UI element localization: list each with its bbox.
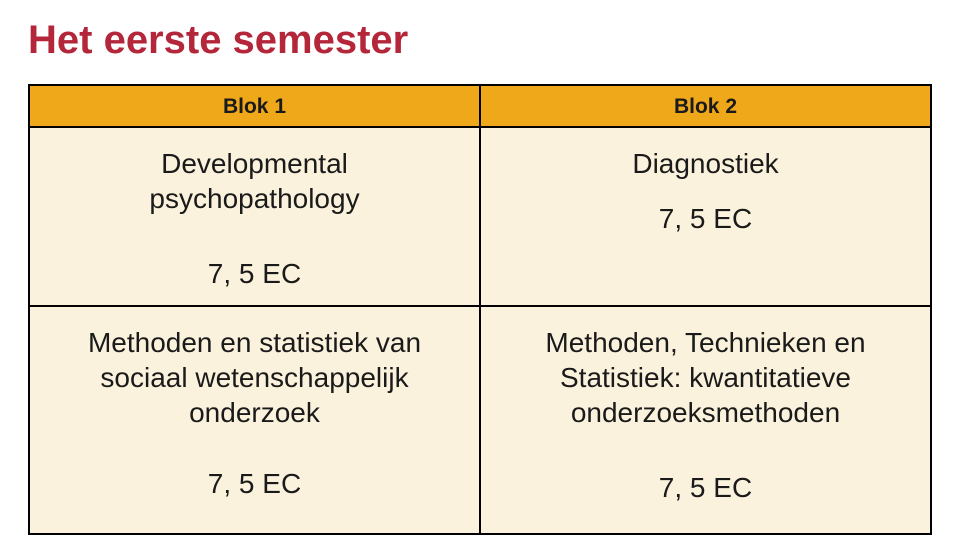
course-name: Diagnostiek xyxy=(632,146,778,181)
semester-table: Blok 1 Blok 2 Developmental psychopathol… xyxy=(28,84,932,535)
slide: Het eerste semester Blok 1 Blok 2 Develo… xyxy=(0,0,960,540)
cell-blok1-course2: Methoden en statistiek van sociaal weten… xyxy=(29,306,480,534)
column-header-blok1: Blok 1 xyxy=(29,85,480,127)
course-ec: 7, 5 EC xyxy=(208,256,301,291)
table-row: Methoden en statistiek van sociaal weten… xyxy=(29,306,931,534)
cell-blok2-course2: Methoden, Technieken en Statistiek: kwan… xyxy=(480,306,931,534)
course-name: Methoden, Technieken en Statistiek: kwan… xyxy=(509,325,902,430)
table-header-row: Blok 1 Blok 2 xyxy=(29,85,931,127)
cell-blok2-course1: Diagnostiek 7, 5 EC xyxy=(480,127,931,306)
course-ec: 7, 5 EC xyxy=(659,201,752,236)
course-ec: 7, 5 EC xyxy=(659,470,752,505)
course-name: Methoden en statistiek van sociaal weten… xyxy=(58,325,451,430)
course-ec: 7, 5 EC xyxy=(208,466,301,501)
cell-blok1-course1: Developmental psychopathology 7, 5 EC xyxy=(29,127,480,306)
table-row: Developmental psychopathology 7, 5 EC Di… xyxy=(29,127,931,306)
course-name: Developmental psychopathology xyxy=(58,146,451,216)
column-header-blok2: Blok 2 xyxy=(480,85,931,127)
page-title: Het eerste semester xyxy=(28,18,932,62)
